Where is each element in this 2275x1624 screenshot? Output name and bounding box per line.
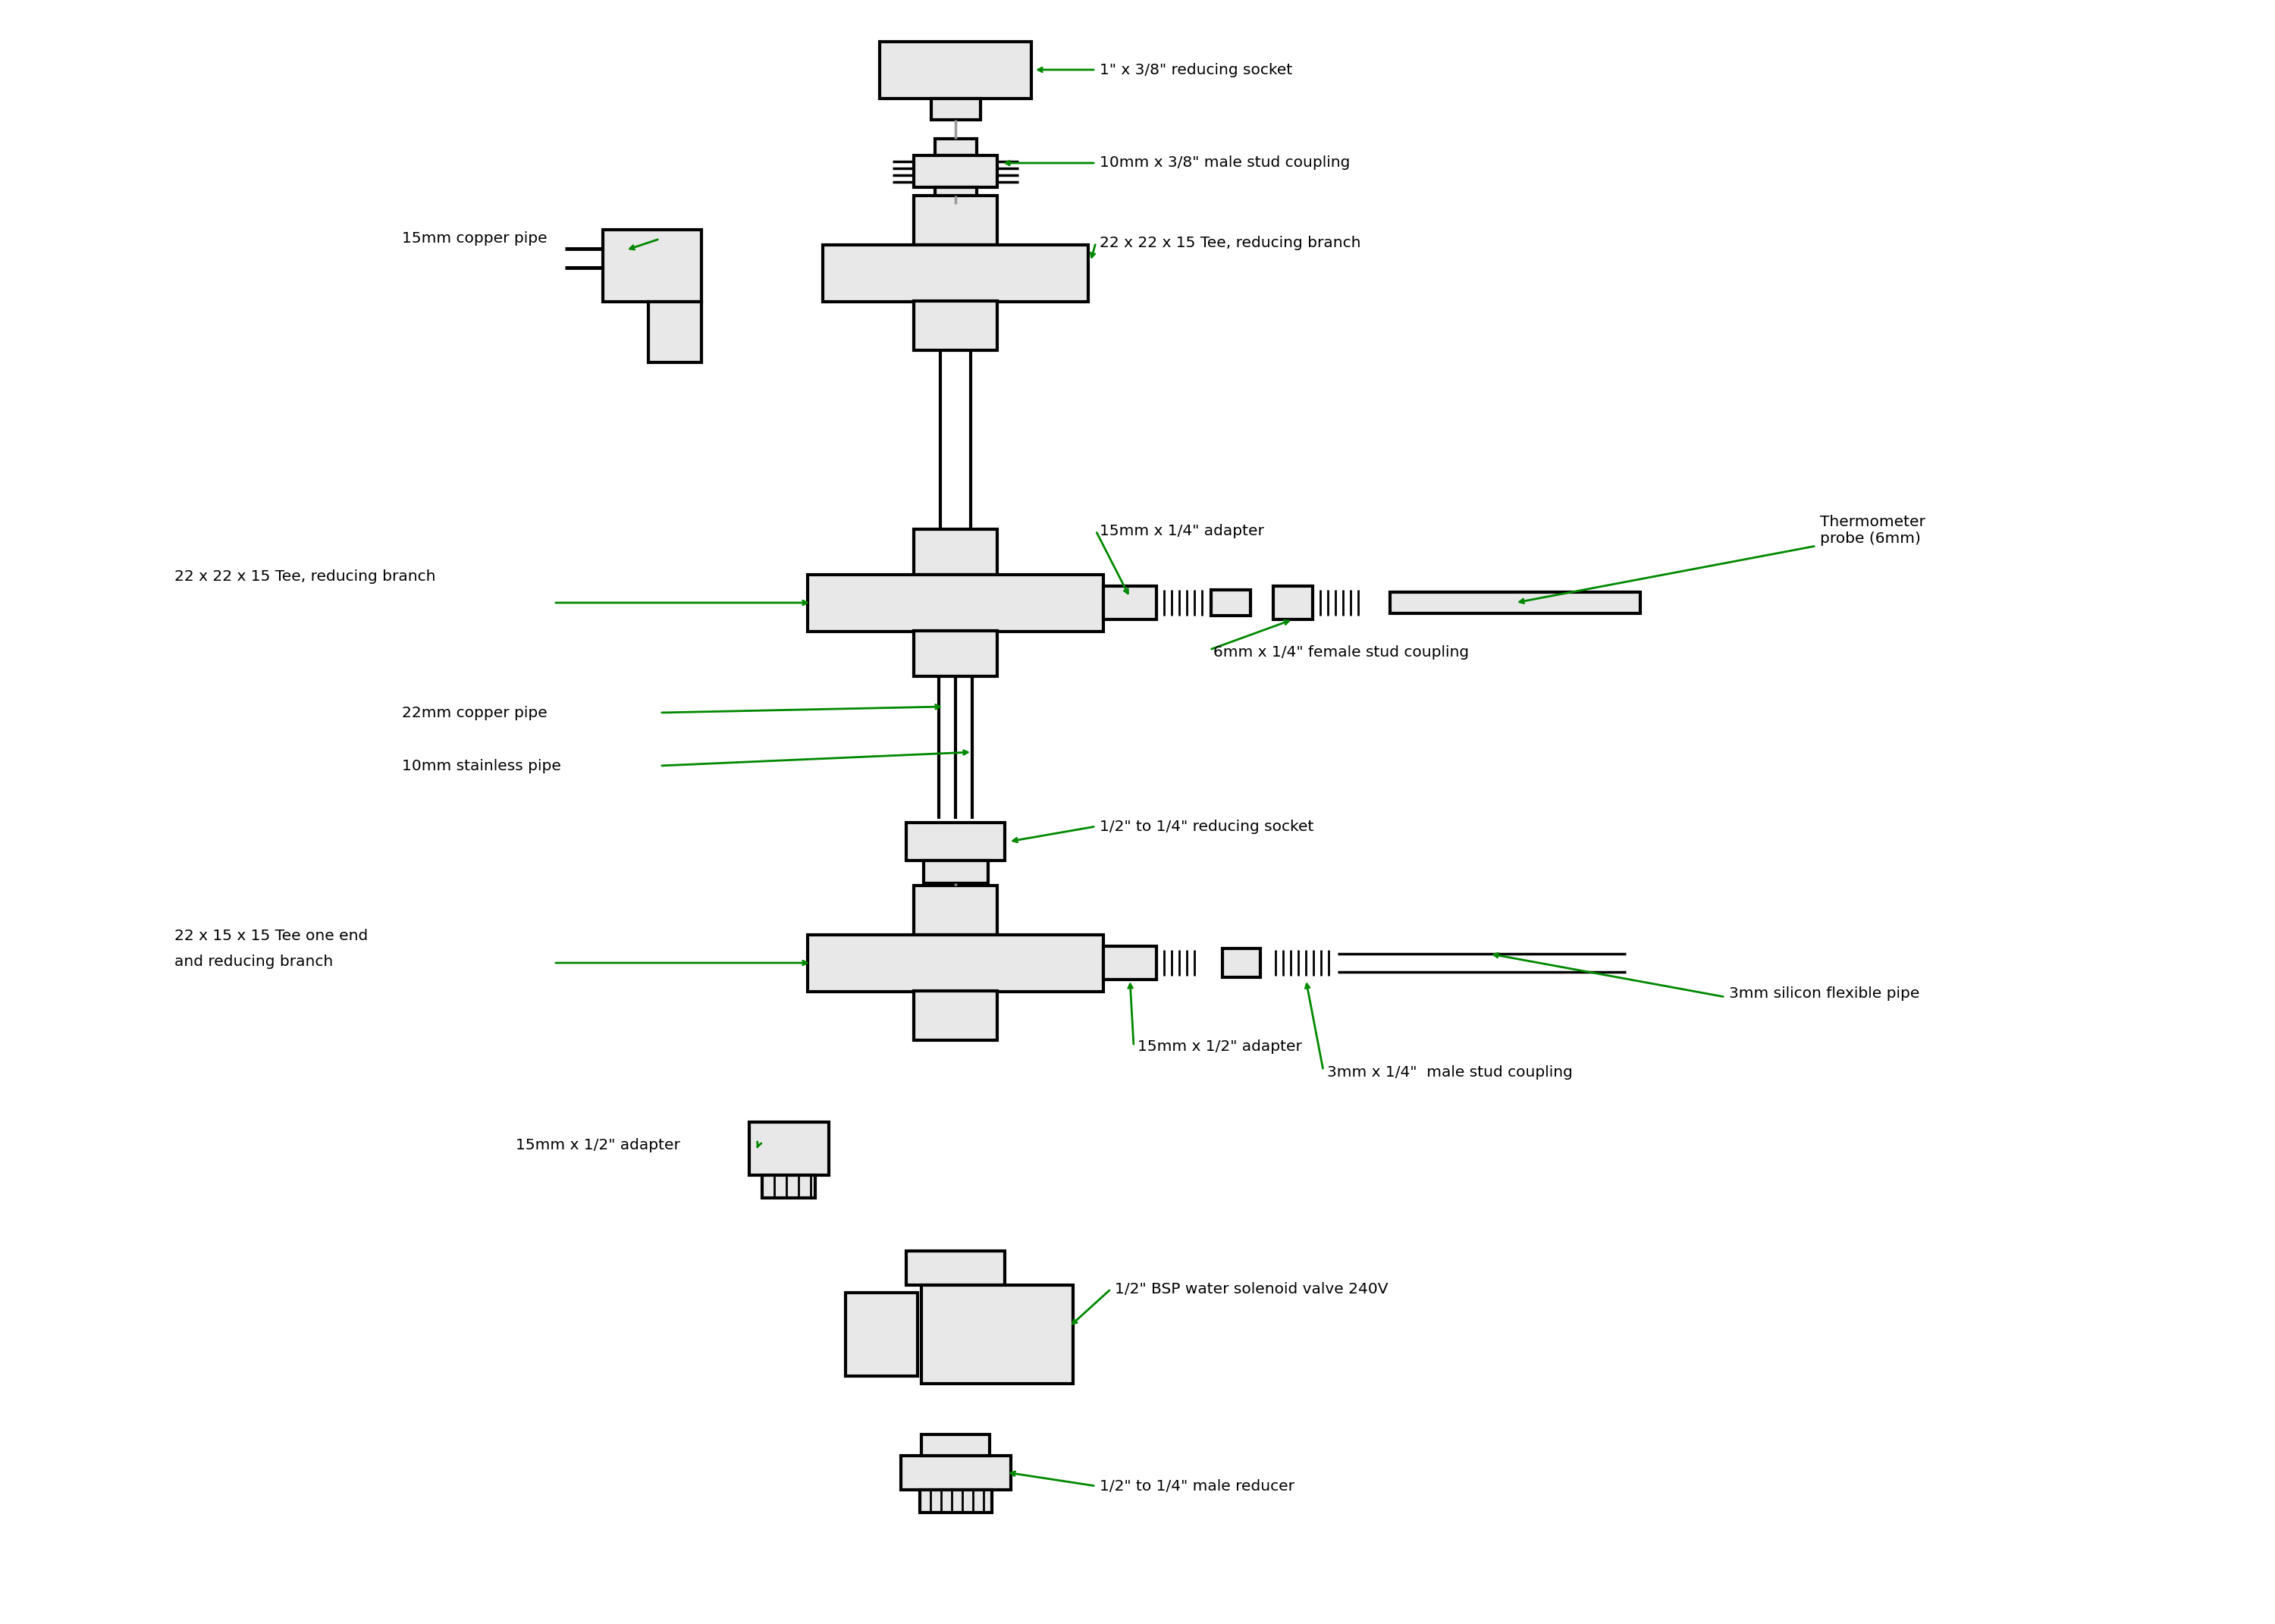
Bar bbox=[1274, 586, 1313, 619]
Bar bbox=[603, 229, 701, 302]
Bar bbox=[919, 1489, 992, 1512]
Bar bbox=[915, 300, 996, 351]
Text: 22mm copper pipe: 22mm copper pipe bbox=[403, 705, 548, 719]
Bar bbox=[915, 529, 996, 575]
Bar bbox=[935, 187, 976, 205]
Bar bbox=[846, 1293, 917, 1376]
Bar bbox=[921, 1285, 1074, 1384]
Text: and reducing branch: and reducing branch bbox=[175, 955, 332, 968]
Bar bbox=[1222, 948, 1260, 978]
Bar bbox=[915, 195, 996, 245]
Bar bbox=[1390, 593, 1640, 614]
Bar bbox=[935, 138, 976, 156]
Text: 6mm x 1/4" female stud coupling: 6mm x 1/4" female stud coupling bbox=[1213, 645, 1470, 659]
Bar bbox=[1103, 586, 1156, 619]
Text: Thermometer
probe (6mm): Thermometer probe (6mm) bbox=[1820, 515, 1925, 546]
Bar bbox=[824, 245, 1087, 302]
Bar bbox=[748, 1122, 828, 1176]
Bar bbox=[921, 1434, 990, 1455]
Bar bbox=[808, 575, 1103, 632]
Bar bbox=[915, 885, 996, 935]
Bar bbox=[762, 1176, 814, 1199]
Bar bbox=[808, 935, 1103, 992]
Bar bbox=[915, 156, 996, 187]
Text: 1/2" to 1/4" reducing socket: 1/2" to 1/4" reducing socket bbox=[1099, 818, 1313, 833]
Text: 22 x 22 x 15 Tee, reducing branch: 22 x 22 x 15 Tee, reducing branch bbox=[175, 568, 437, 583]
Text: 3mm silicon flexible pipe: 3mm silicon flexible pipe bbox=[1729, 986, 1920, 1000]
Bar bbox=[648, 302, 701, 362]
Text: 1/2" BSP water solenoid valve 240V: 1/2" BSP water solenoid valve 240V bbox=[1115, 1281, 1388, 1296]
Text: 10mm stainless pipe: 10mm stainless pipe bbox=[403, 758, 562, 773]
Bar bbox=[930, 99, 981, 120]
Bar bbox=[1210, 590, 1251, 615]
Text: 1/2" to 1/4" male reducer: 1/2" to 1/4" male reducer bbox=[1099, 1479, 1294, 1492]
Text: 22 x 15 x 15 Tee one end: 22 x 15 x 15 Tee one end bbox=[175, 929, 369, 944]
Bar bbox=[901, 1455, 1010, 1489]
Bar bbox=[915, 991, 996, 1041]
Text: 15mm x 1/4" adapter: 15mm x 1/4" adapter bbox=[1099, 523, 1265, 538]
Text: 22 x 22 x 15 Tee, reducing branch: 22 x 22 x 15 Tee, reducing branch bbox=[1099, 235, 1360, 250]
Bar bbox=[905, 823, 1006, 861]
Bar bbox=[905, 1250, 1006, 1285]
Bar bbox=[924, 861, 987, 883]
Text: 15mm copper pipe: 15mm copper pipe bbox=[403, 232, 548, 245]
Text: 10mm x 3/8" male stud coupling: 10mm x 3/8" male stud coupling bbox=[1099, 156, 1349, 171]
Text: 15mm x 1/2" adapter: 15mm x 1/2" adapter bbox=[516, 1138, 680, 1151]
Text: 15mm x 1/2" adapter: 15mm x 1/2" adapter bbox=[1138, 1039, 1301, 1054]
Text: 1" x 3/8" reducing socket: 1" x 3/8" reducing socket bbox=[1099, 63, 1292, 76]
Bar bbox=[915, 630, 996, 676]
Bar bbox=[1103, 947, 1156, 979]
Bar bbox=[880, 42, 1031, 99]
Text: 3mm x 1/4"  male stud coupling: 3mm x 1/4" male stud coupling bbox=[1326, 1065, 1572, 1080]
